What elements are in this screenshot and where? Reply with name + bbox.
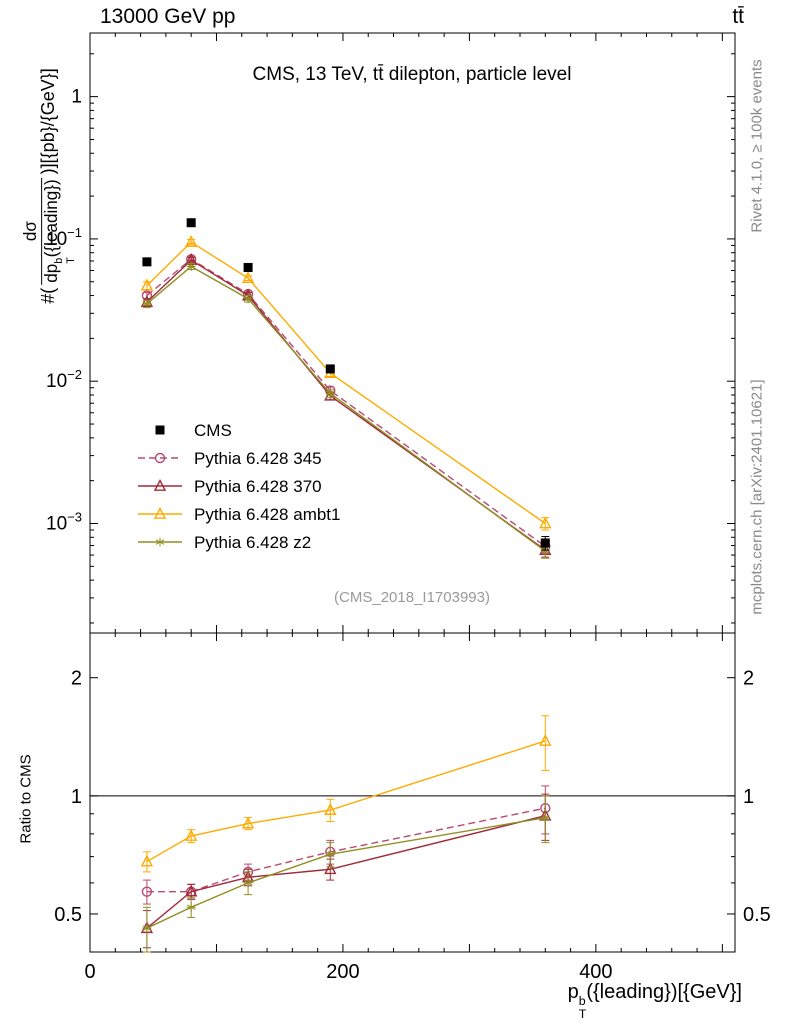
ratio-line-pythia-ambt1 <box>146 740 546 863</box>
axis-ticks: 0 200 400 10−3 10−2 10−1 1 0.5 0.5 1 1 2 2 <box>46 33 771 983</box>
ratio-series-pythia-z2 <box>142 795 550 953</box>
x-label-rest: ({leading})[{GeV}] <box>586 981 742 1003</box>
denominator-sup: b <box>53 257 66 264</box>
ratio-series-pythia-370 <box>140 793 552 949</box>
y-tick-label: 10−1 <box>46 225 82 250</box>
y-tick-label: 10−2 <box>46 367 82 392</box>
ratio-series-pythia-ambt1 <box>140 715 552 873</box>
ratio-y-axis-label: Ratio to CMS <box>17 754 35 844</box>
y-tick-label: 10−3 <box>46 509 82 534</box>
legend-label-pythia-ambt1: Pythia 6.428 ambt1 <box>194 505 340 524</box>
main-series-pythia-z2 <box>142 261 550 559</box>
beam-energy-label: 13000 GeV pp <box>100 5 236 28</box>
ratio-tick-label-left: 0.5 <box>54 904 82 926</box>
main-panel-frame <box>89 32 736 634</box>
legend-label-pythia-z2: Pythia 6.428 z2 <box>194 533 311 552</box>
ratio-panel-frame <box>89 632 736 953</box>
mcplots-reference-note: mcplots.cern.ch [arXiv:2401.10621] <box>748 379 766 615</box>
x-tick-label: 0 <box>84 961 95 983</box>
ratio-tick-label-left: 1 <box>71 786 82 808</box>
denominator-sub: T <box>64 257 77 264</box>
ratio-line-pythia-z2 <box>146 816 546 929</box>
analysis-id-annotation: (CMS_2018_I1703993) <box>334 589 490 606</box>
ratio-series-pythia-345 <box>141 785 551 905</box>
plot-title: CMS, 13 TeV, tt̄ dilepton, particle leve… <box>252 64 572 85</box>
ratio-tick-label-right: 0.5 <box>743 904 771 926</box>
rivet-version-note: Rivet 4.1.0, ≥ 100k events <box>748 59 766 233</box>
ratio-line-pythia-345 <box>146 807 546 893</box>
legend: CMS Pythia 6.428 345 Pythia 6.428 370 Pythi… <box>138 421 340 552</box>
main-series-cms <box>142 218 550 551</box>
y-axis-label: #(dσ dp b T ({leading}))][{pb}/{GeV}] <box>21 68 77 304</box>
denominator-base: dp <box>41 263 61 283</box>
y-tick-label: 1 <box>71 87 82 108</box>
main-line-pythia-345 <box>146 258 546 547</box>
ratio-tick-label-right: 2 <box>743 668 754 690</box>
legend-label-cms: CMS <box>194 421 232 440</box>
x-tick-label: 200 <box>326 961 359 983</box>
legend-label-pythia-370: Pythia 6.428 370 <box>194 477 322 496</box>
y-axis-fraction: dσ dp b T ({leading}) <box>21 177 77 285</box>
denominator-rest: ({leading}) <box>41 179 61 258</box>
fraction-numerator: dσ <box>21 221 41 242</box>
x-axis-label: p b T ({leading})[{GeV}] <box>568 981 742 1021</box>
legend-label-pythia-345: Pythia 6.428 345 <box>194 449 322 468</box>
x-label-base: p <box>567 981 579 1003</box>
x-label-sub: T <box>578 1006 587 1021</box>
y-axis-label-suffix: )][{pb}/{GeV}] <box>38 68 59 175</box>
y-axis-label-prefix: #( <box>38 287 59 304</box>
x-label-sup: b <box>578 993 586 1008</box>
x-tick-label: 400 <box>579 961 612 983</box>
fraction-denominator: dp b T ({leading}) <box>40 177 77 285</box>
ratio-tick-label-left: 2 <box>71 668 82 690</box>
process-label: tt̄ <box>732 5 744 28</box>
ratio-tick-label-right: 1 <box>743 786 754 808</box>
